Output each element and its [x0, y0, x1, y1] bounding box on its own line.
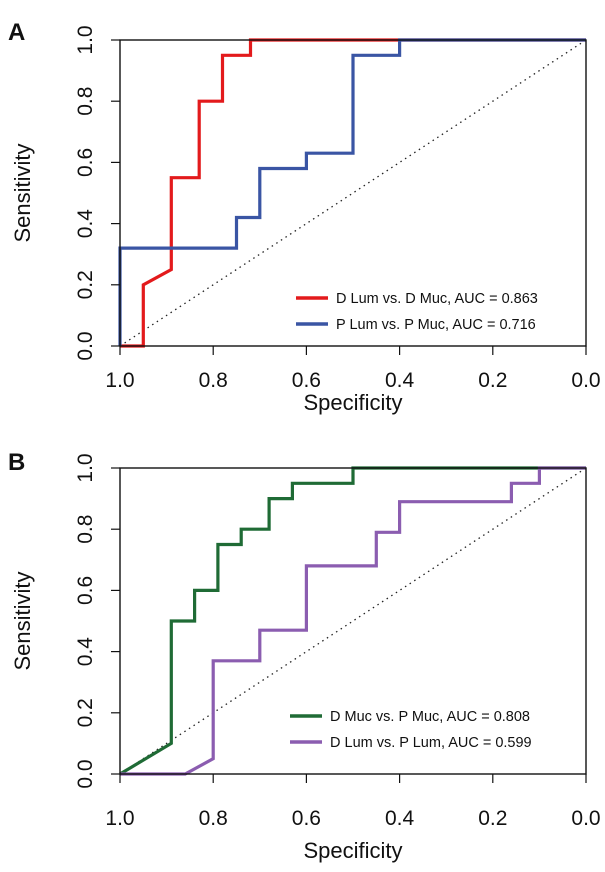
- x-tick-label: 0.0: [571, 369, 600, 392]
- panel-label: B: [8, 449, 25, 476]
- y-tick-label: 0.4: [74, 637, 97, 667]
- x-tick-label: 0.4: [385, 807, 415, 830]
- plot-frame: [119, 39, 587, 347]
- y-axis-title: Sensitivity: [10, 143, 35, 242]
- plot-frame: [119, 467, 587, 775]
- series-line-2: [118, 38, 586, 346]
- y-axis-title: Sensitivity: [10, 571, 35, 670]
- y-tick-label: 0.2: [74, 270, 97, 299]
- x-tick-label: 0.8: [199, 807, 228, 830]
- x-tick-label: 0.2: [478, 369, 507, 392]
- y-tick-label: 0.0: [74, 759, 97, 788]
- series-line-1: [120, 38, 586, 348]
- x-tick-label: 0.6: [292, 807, 321, 830]
- x-tick-label: 1.0: [105, 807, 134, 830]
- x-tick-label: 0.6: [292, 369, 321, 392]
- y-tick-label: 1.0: [74, 453, 97, 482]
- x-axis-title: Specificity: [303, 838, 402, 863]
- y-tick-label: 0.8: [74, 515, 97, 544]
- x-tick-label: 0.4: [385, 369, 415, 392]
- x-tick-label: 0.0: [571, 807, 600, 830]
- y-tick-label: 0.4: [74, 209, 97, 239]
- y-tick-label: 0.2: [74, 698, 97, 727]
- y-tick-label: 0.6: [74, 148, 97, 177]
- y-tick-label: 0.8: [74, 87, 97, 116]
- x-tick-label: 0.8: [199, 369, 228, 392]
- x-tick-label: 0.2: [478, 807, 507, 830]
- legend: D Lum vs. D Muc, AUC = 0.863 P Lum vs. P …: [296, 291, 538, 333]
- panel-label: A: [8, 19, 25, 46]
- chart-panel-b: B 1.0 0.8 0.6 0.4 0.2 0.0 0.0 0.2 0.4 0.6 0.8 1.0 Spe…: [8, 449, 601, 863]
- legend-label-1: D Muc vs. P Muc, AUC = 0.808: [330, 709, 530, 725]
- y-tick-label: 1.0: [74, 25, 97, 54]
- legend-label-1: D Lum vs. D Muc, AUC = 0.863: [336, 291, 538, 307]
- series-line-2: [120, 466, 586, 776]
- series-line-1: [119, 466, 586, 776]
- legend: D Muc vs. P Muc, AUC = 0.808 D Lum vs. P …: [290, 709, 532, 751]
- x-tick-label: 1.0: [105, 369, 134, 392]
- y-tick-label: 0.6: [74, 576, 97, 605]
- x-axis-title: Specificity: [303, 390, 402, 415]
- legend-label-2: D Lum vs. P Lum, AUC = 0.599: [330, 735, 532, 751]
- chart-panel-a: A 1.0 0.8 0.6 0.4 0.2 0.0 0.0 0.2 0.4 0.6 0.8 1.0 Spe…: [8, 19, 601, 415]
- y-tick-label: 0.0: [74, 331, 97, 360]
- legend-label-2: P Lum vs. P Muc, AUC = 0.716: [336, 317, 536, 333]
